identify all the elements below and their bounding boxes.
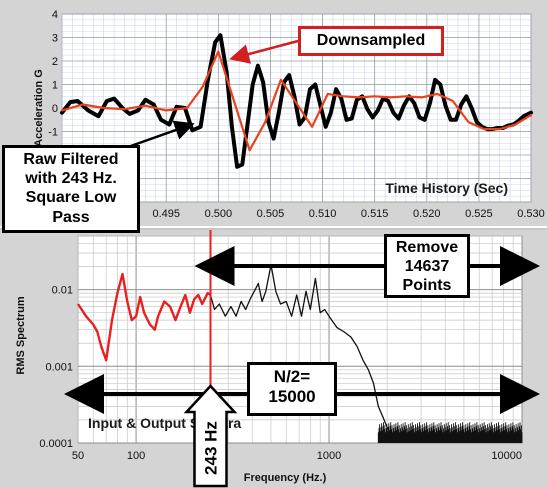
raw-filtered-line-4: Pass [52,208,90,226]
x-tick-label: 0.520 [413,208,441,220]
time-history-chart: -4-3-2-1012340.4950.5000.5050.5100.5150.… [33,9,545,220]
n-half-callout: N/2= 15000 [247,362,337,416]
raw-filtered-series-line [60,33,533,169]
remove-points-callout: Remove 14637 Points [384,234,470,298]
x-tick-label: 0.495 [152,208,180,220]
x-tick-label: 50 [72,450,84,462]
x-axis-label: Frequency (Hz.) [244,472,327,484]
x-tick-label: 1000 [317,450,341,462]
cutoff-label: 243 Hz [201,421,220,475]
y-tick-label: 1 [52,80,58,92]
input-spectrum-line [76,272,212,362]
raw-filtered-line-1: Raw Filtered [23,151,119,168]
raw-filtered-callout: Raw Filtered with 243 Hz. Square Low Pas… [2,145,140,233]
output-noise-floor [377,422,523,443]
x-tick-label: 0.515 [361,208,389,220]
x-tick-label: 0.505 [257,208,285,220]
y-tick-label: 0.01 [52,285,73,297]
downsampled-series-line [60,50,533,152]
y-tick-label: 0.0001 [39,438,73,450]
x-tick-label: 0.525 [465,208,493,220]
y-axis-label: Acceleration G [33,69,45,147]
downsampled-callout: Downsampled [298,26,444,56]
n-half-line-2: 15000 [268,387,316,407]
y-tick-label: 3 [52,33,58,45]
remove-line-1: Remove [395,239,459,256]
remove-line-3: Points [402,277,452,295]
x-tick-label: 100 [127,450,145,462]
downsampled-callout-text: Downsampled [316,32,426,49]
downsampled-pointer-arrow [229,39,299,64]
raw-filtered-line-3: Square Low [25,189,117,207]
chart-title: Time History (Sec) [385,180,508,196]
remove-line-2: 14637 [404,258,450,276]
y-tick-label: 0.001 [45,361,73,373]
y-tick-label: 0 [52,103,58,115]
y-axis-label: RMS Spectrum [15,296,27,374]
y-tick-label: 4 [52,9,58,21]
output-spectrum-line [209,264,392,438]
n-half-line-1: N/2= [273,367,311,386]
cutoff-up-arrow [183,384,238,488]
raw-filtered-pointer-arrow [127,120,195,149]
x-tick-label: 10000 [491,450,522,462]
x-tick-label: 0.500 [205,208,233,220]
y-tick-label: -1 [48,127,58,139]
y-tick-label: 2 [52,56,58,68]
raw-filtered-line-2: with 243 Hz. [25,170,117,188]
x-tick-label: 0.530 [517,208,545,220]
x-tick-label: 0.510 [309,208,337,220]
